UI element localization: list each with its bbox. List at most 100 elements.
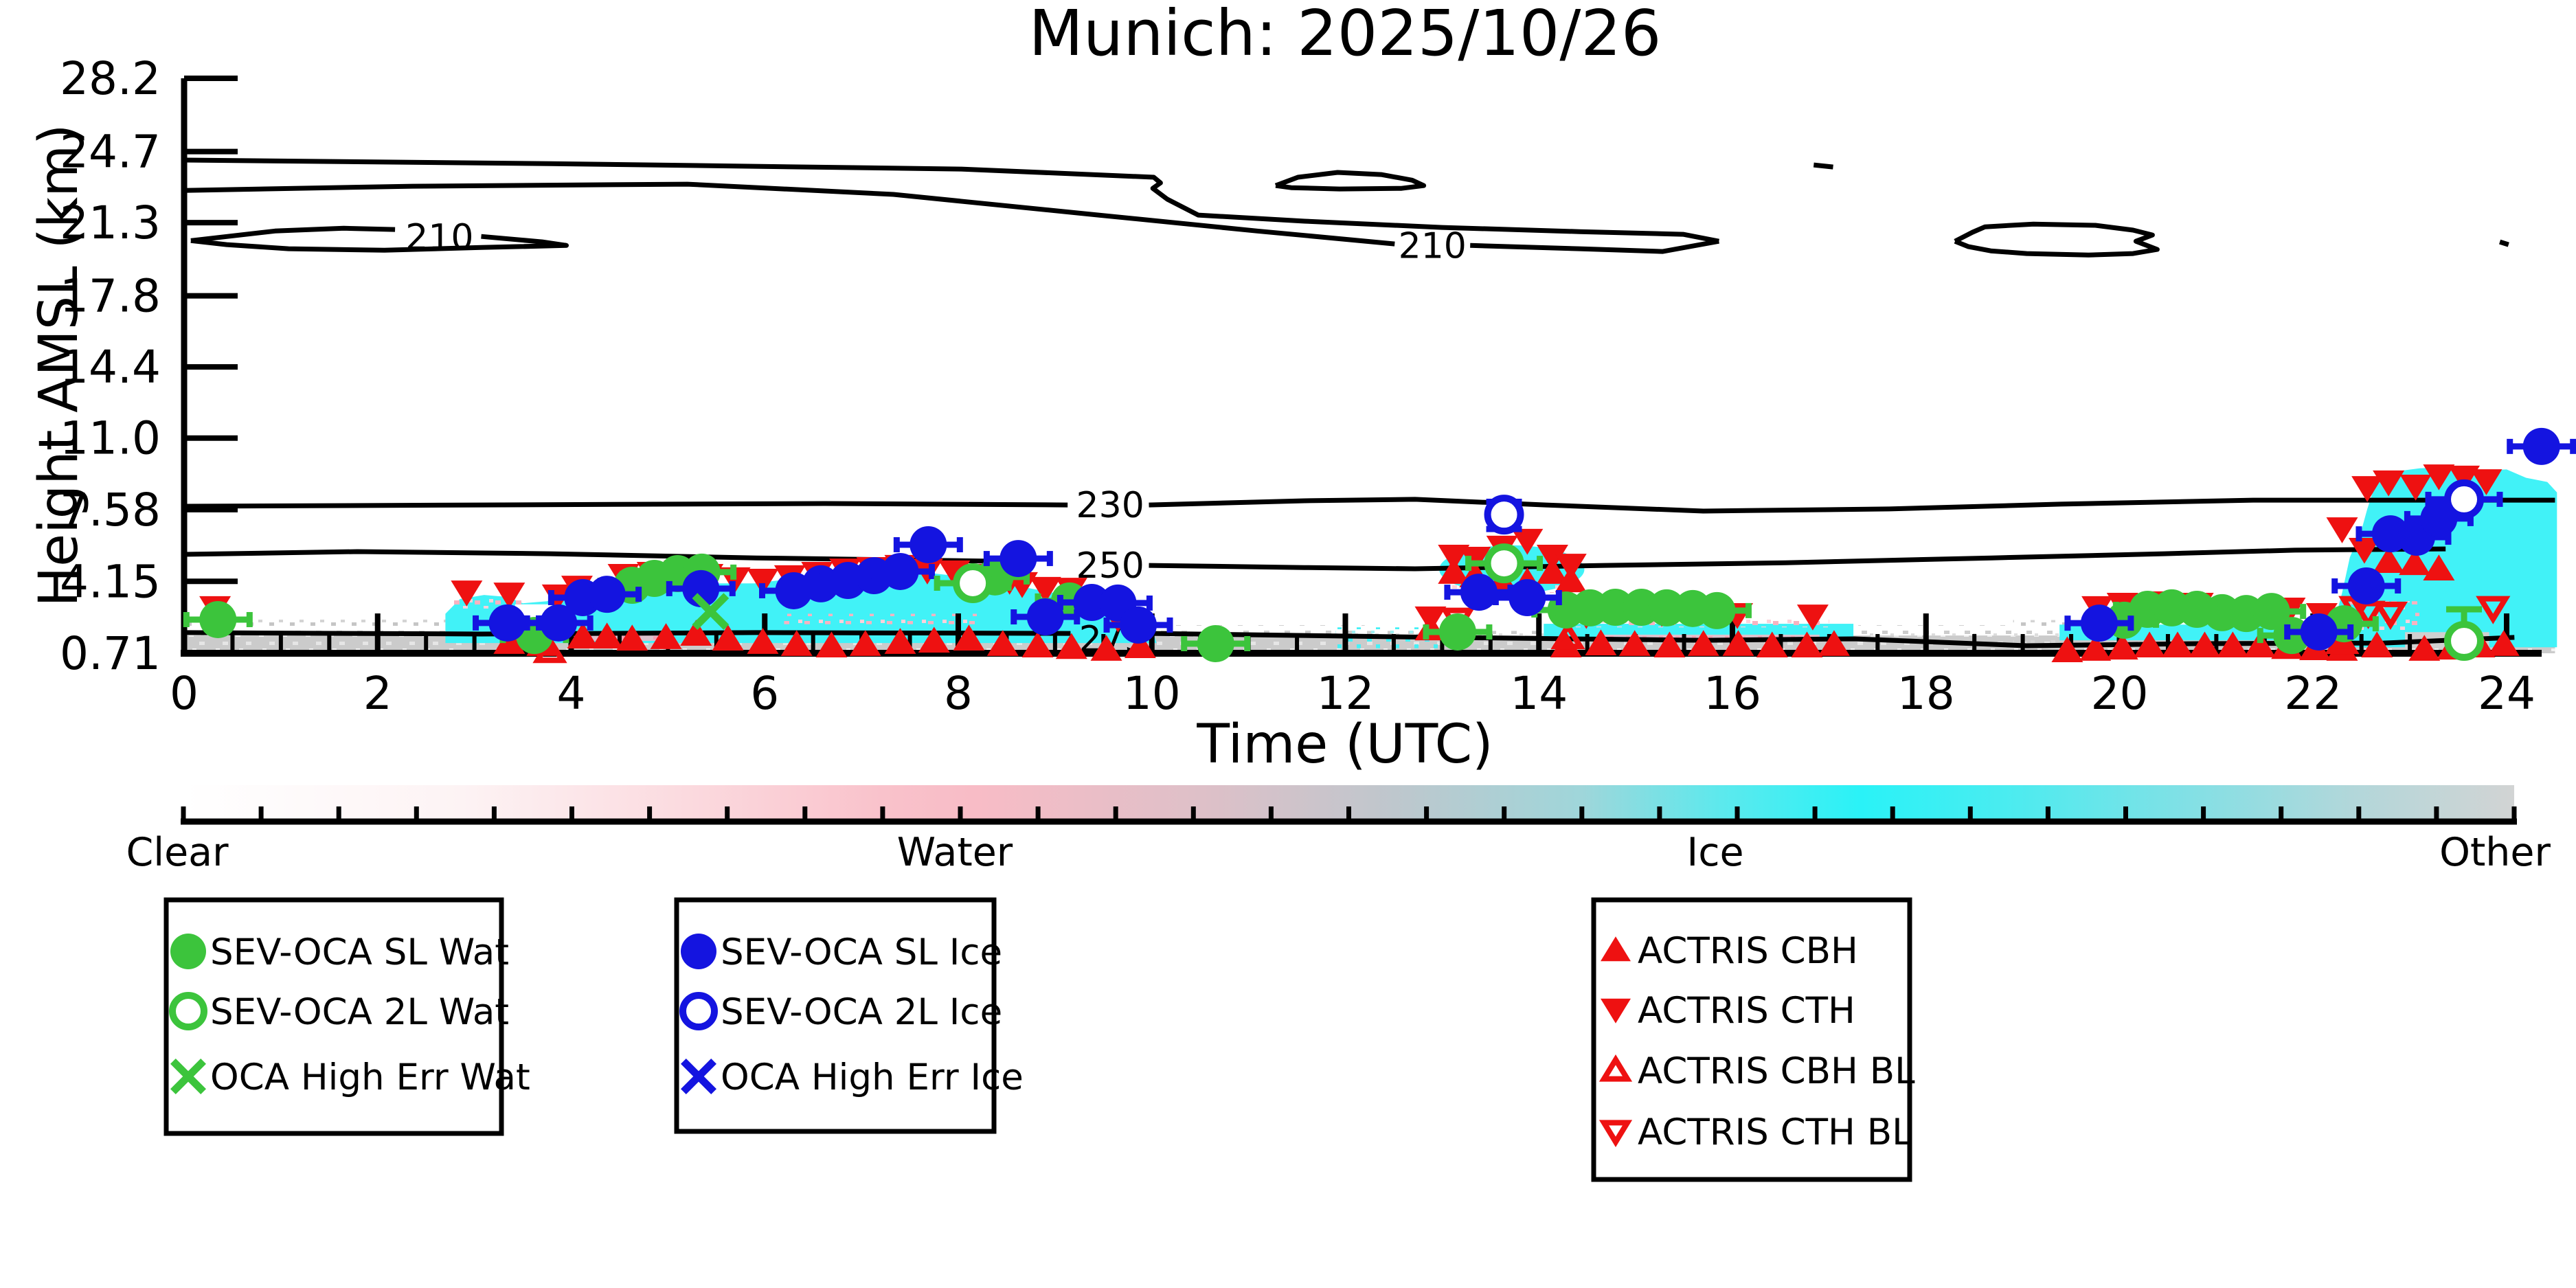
legend-item-label: SEV-OCA 2L Wat (210, 991, 509, 1033)
marker-triangle-up-open (1550, 620, 1585, 650)
marker-triangle-up (2423, 554, 2455, 581)
colorbar-label-other: Other (2439, 830, 2551, 875)
marker-circle (170, 934, 206, 969)
legend-item-label: ACTRIS CBH (1638, 930, 1858, 972)
marker-triangle-up (780, 630, 813, 656)
legend-item-label: ACTRIS CTH BL (1638, 1111, 1912, 1153)
marker-circle (909, 526, 947, 563)
marker-triangle-up (680, 620, 712, 646)
marker-circle (802, 565, 839, 602)
y-tick-label: 4.15 (60, 555, 161, 608)
y-tick-label: 21.3 (60, 196, 161, 249)
marker-triangle-up-open (1598, 1054, 1633, 1082)
contour-210 (1813, 162, 1833, 170)
marker-triangle-up (986, 630, 1019, 656)
marker-triangle-up (2189, 631, 2221, 658)
marker-triangle-up (650, 623, 682, 649)
marker-circle (488, 604, 526, 642)
y-tick-label: 7.58 (60, 484, 161, 536)
marker-triangle-up (1055, 633, 1087, 659)
scatter-series (183, 427, 2576, 664)
marker-triangle-down (493, 583, 526, 609)
legend-item-label: OCA High Err Wat (210, 1057, 530, 1098)
y-tick-label: 24.7 (60, 126, 161, 179)
colorbar-label-ice: Ice (1686, 830, 1743, 875)
x-tick-label: 24 (2478, 667, 2535, 720)
marker-triangle-up (2408, 635, 2441, 661)
marker-x (692, 593, 730, 630)
clear-speckle-early (189, 619, 451, 631)
marker-triangle-up (2399, 549, 2431, 576)
contour-label-250: 250 (1076, 545, 1144, 587)
marker-triangle-up (712, 624, 744, 651)
marker-circle-open (1484, 495, 1524, 535)
marker-triangle-up (1021, 631, 1054, 658)
marker-triangle-down (1438, 545, 1470, 571)
marker-triangle-up (2244, 631, 2276, 658)
marker-triangle-down (2423, 464, 2455, 490)
legend-actris: ACTRIS CBH ACTRIS CTH ACTRIS CBH BL ACTRIS … (1591, 897, 1915, 1182)
legend-ice: SEV-OCA SL Ice SEV-OCA 2L Ice OCA High Err… (674, 897, 1024, 1134)
marker-triangle-down-open (2373, 601, 2408, 631)
marker-triangle-up (2162, 631, 2194, 658)
marker-triangle-down (747, 569, 779, 595)
contour-210 (190, 225, 396, 243)
x-tick-label: 6 (750, 667, 779, 720)
marker-triangle-up (1601, 936, 1631, 962)
x-tick-label: 2 (363, 667, 392, 720)
marker-circle (1438, 613, 1476, 651)
marker-triangle-down (2326, 517, 2358, 543)
legend-item-label: ACTRIS CBH BL (1638, 1050, 1915, 1092)
marker-triangle-up (1653, 631, 1686, 658)
legend-actris-frame (1591, 897, 1912, 1182)
contour-210 (190, 234, 569, 253)
marker-triangle-down (1459, 547, 1491, 573)
marker-triangle-up (2134, 631, 2166, 658)
marker-triangle-up (1687, 630, 1719, 656)
contour-230 (183, 501, 1068, 509)
contour-210 (1470, 238, 1719, 254)
marker-triangle-down (1555, 554, 1587, 580)
colorbar-label-water: Water (897, 830, 1013, 875)
marker-triangle-down (1511, 528, 1544, 555)
legend-item-label: OCA High Err Ice (721, 1057, 1024, 1098)
marker-triangle-up (884, 628, 916, 654)
marker-triangle-up (2079, 635, 2112, 661)
marker-triangle-down-open (2476, 596, 2511, 624)
series-sev-oca-2l-wat (934, 543, 2485, 662)
marker-circle (1698, 591, 1736, 629)
marker-triangle-down (1029, 576, 1061, 603)
series-oca-high-err-wat (692, 593, 730, 630)
marker-triangle-up (815, 631, 848, 658)
marker-circle (881, 552, 919, 590)
pink-6-8 (784, 613, 978, 624)
marker-triangle-up (1090, 635, 1122, 661)
marker-triangle-down (2448, 465, 2481, 492)
contour-273 (1151, 631, 2515, 648)
marker-x (170, 1059, 206, 1094)
marker-circle (1026, 598, 1064, 636)
marker-triangle-up (2217, 631, 2249, 658)
x-tick-label: 12 (1317, 667, 1375, 720)
marker-triangle-down (2348, 537, 2380, 564)
marker-circle (2080, 605, 2118, 642)
marker-x (681, 1059, 716, 1094)
x-tick-label: 0 (170, 667, 199, 720)
marker-circle-open (2444, 621, 2485, 662)
marker-triangle-up (918, 626, 950, 653)
marker-triangle-down (2399, 475, 2432, 501)
marker-triangle-up (2487, 630, 2520, 656)
marker-triangle-down (1601, 998, 1631, 1024)
marker-circle-open (953, 563, 993, 604)
marker-circle (1197, 624, 1234, 662)
marker-triangle-up (2326, 635, 2358, 661)
x-axis-label: Time (UTC) (1196, 714, 1493, 776)
x-tick-label: 20 (2091, 667, 2149, 720)
marker-triangle-up (2051, 636, 2083, 663)
marker-circle (1120, 606, 1157, 644)
contour-210 (183, 157, 1719, 244)
marker-circle (2300, 613, 2338, 651)
marker-circle (2347, 567, 2385, 605)
